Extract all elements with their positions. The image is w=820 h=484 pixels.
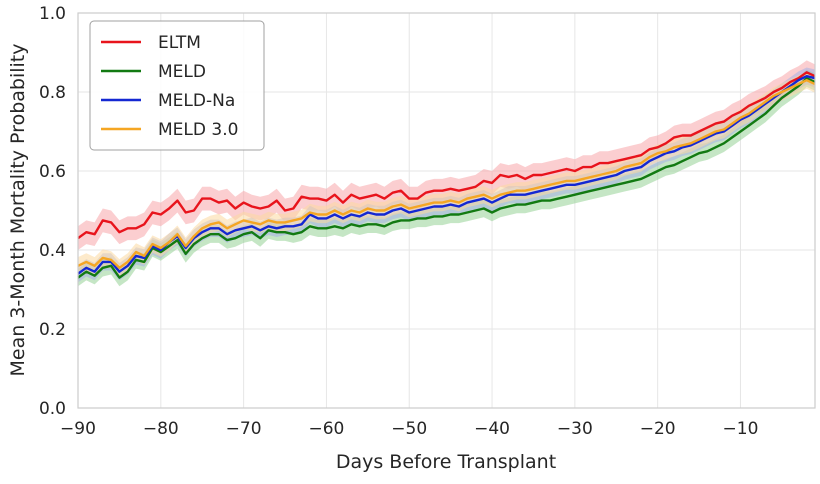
y-tick-label: 0.6 <box>39 162 66 182</box>
y-tick-label: 0.0 <box>39 399 66 419</box>
x-tick-label: −20 <box>640 419 676 439</box>
legend-label-eltm: ELTM <box>158 33 201 53</box>
band-meld-3-0 <box>78 71 815 277</box>
x-tick-label: −60 <box>308 419 344 439</box>
legend-label-meld: MELD <box>158 62 206 82</box>
y-tick-label: 0.4 <box>39 241 66 261</box>
y-tick-labels: 0.0 0.2 0.4 0.6 0.8 1.0 <box>39 4 66 419</box>
y-axis-label: Mean 3-Month Mortality Probability <box>7 44 29 377</box>
y-tick-label: 0.2 <box>39 320 66 340</box>
x-tick-labels: −90 −80 −70 −60 −50 −40 −30 −20 −10 <box>60 419 758 439</box>
x-tick-label: −10 <box>723 419 759 439</box>
legend: ELTM MELD MELD-Na MELD 3.0 <box>89 20 265 151</box>
band-eltm <box>78 60 815 251</box>
series-lines <box>77 71 816 279</box>
legend-label-meld-3-0: MELD 3.0 <box>158 120 238 140</box>
line-meld-3-0 <box>77 78 816 269</box>
x-tick-label: −40 <box>474 419 510 439</box>
plot-frame <box>77 12 816 409</box>
x-axis-label: Days Before Transplant <box>336 451 556 473</box>
x-tick-label: −50 <box>391 419 427 439</box>
y-tick-label: 1.0 <box>39 4 66 24</box>
line-meld <box>77 76 816 279</box>
x-tick-label: −90 <box>60 419 96 439</box>
line-meld-na <box>77 74 816 275</box>
x-tick-label: −80 <box>143 419 179 439</box>
line-eltm <box>77 71 816 240</box>
legend-box <box>89 20 265 151</box>
y-tick-label: 0.8 <box>39 83 66 103</box>
legend-label-meld-na: MELD-Na <box>158 91 235 111</box>
x-tick-label: −30 <box>557 419 593 439</box>
x-tick-label: −70 <box>226 419 262 439</box>
